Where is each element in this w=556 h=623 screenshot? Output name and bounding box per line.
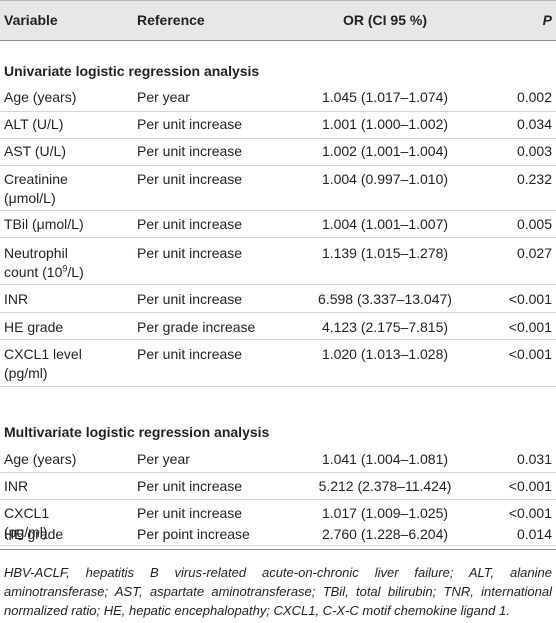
table-footnote: HBV-ACLF, hepatitis B virus-related acut… — [4, 565, 552, 618]
table-header — [0, 0, 556, 41]
table-row: INR Per unit increase 5.212 (2.378–11.42… — [0, 473, 556, 500]
cell-variable-line1: Creatinine — [4, 171, 68, 187]
cell-p: <0.001 — [508, 478, 552, 494]
table-row: CXCL1 level (pg/ml) Per unit increase 1.… — [0, 340, 556, 387]
table-bottom-rule — [0, 549, 556, 550]
cell-variable-line2: (μmol/L) — [4, 190, 56, 206]
cell-or: 6.598 (3.337–13.047) — [318, 291, 452, 307]
cell-variable: ALT (U/L) — [4, 116, 64, 132]
cell-p: 0.031 — [516, 451, 552, 467]
cell-p: <0.001 — [508, 505, 552, 521]
cell-or: 1.045 (1.017–1.074) — [321, 89, 449, 105]
cell-variable-line2: (pg/ml) — [4, 365, 48, 381]
cell-or: 1.004 (0.997–1.010) — [321, 171, 449, 187]
table-row: CXCL1 (pg/ml) Per unit increase 1.017 (1… — [0, 500, 556, 546]
cell-reference: Per unit increase — [137, 171, 243, 187]
header-p: P — [542, 12, 552, 28]
cell-or: 1.004 (1.001–1.007) — [321, 216, 449, 232]
section-title-multivariate: Multivariate logistic regression analysi… — [0, 422, 556, 444]
cell-variable-line1: CXCL1 — [4, 505, 50, 521]
cell-reference: Per grade increase — [137, 319, 256, 335]
cell-variable: Age (years) — [4, 89, 77, 105]
cell-p: 0.003 — [516, 143, 552, 159]
cell-reference: Per unit increase — [137, 478, 243, 494]
cell-or: 4.123 (2.175–7.815) — [321, 319, 449, 335]
cell-variable: INR — [4, 478, 29, 494]
cell-p: 0.014 — [516, 526, 552, 542]
table-row: AST (U/L) Per unit increase 1.002 (1.001… — [0, 139, 556, 166]
table-row: HE grade Per grade increase 4.123 (2.175… — [0, 313, 556, 340]
cell-p: 0.034 — [516, 116, 552, 132]
cell-variable: HE grade — [4, 526, 64, 542]
cell-or: 1.139 (1.015–1.278) — [321, 245, 449, 261]
cell-variable: TBil (μmol/L) — [4, 216, 84, 232]
cell-reference: Per unit increase — [137, 291, 243, 307]
cell-or: 1.041 (1.004–1.081) — [321, 451, 449, 467]
cell-variable-line1: CXCL1 level — [4, 346, 82, 362]
cell-p: <0.001 — [508, 291, 552, 307]
cell-reference: Per unit increase — [137, 216, 243, 232]
cell-or: 1.001 (1.000–1.002) — [321, 116, 449, 132]
section-title: Univariate logistic regression analysis — [4, 63, 260, 79]
cell-reference: Per year — [137, 89, 190, 105]
header-variable: Variable — [4, 12, 58, 28]
cell-or: 5.212 (2.378–11.424) — [318, 478, 452, 494]
header-row: Variable Reference OR (CI 95 %) P — [0, 0, 556, 41]
table-row: TBil (μmol/L) Per unit increase 1.004 (1… — [0, 211, 556, 238]
cell-p: <0.001 — [508, 346, 552, 362]
table-row: ALT (U/L) Per unit increase 1.001 (1.000… — [0, 112, 556, 139]
cell-variable-line2: count (109/L) — [4, 263, 84, 280]
cell-reference: Per unit increase — [137, 505, 243, 521]
cell-reference: Per point increase — [137, 526, 250, 542]
cell-or: 1.017 (1.009–1.025) — [321, 505, 449, 521]
table-row: HE grade Per point increase 2.760 (1.228… — [0, 520, 556, 549]
cell-variable: Age (years) — [4, 451, 77, 467]
cell-variable: INR — [4, 291, 29, 307]
table-row: Neutrophil count (109/L) Per unit increa… — [0, 238, 556, 285]
cell-p: 0.002 — [516, 89, 552, 105]
cell-p: 0.232 — [516, 171, 552, 187]
table-row: INR Per unit increase 6.598 (3.337–13.04… — [0, 285, 556, 313]
cell-reference: Per unit increase — [137, 346, 243, 362]
cell-or: 1.002 (1.001–1.004) — [321, 143, 449, 159]
header-or: OR (CI 95 %) — [342, 12, 427, 28]
cell-reference: Per unit increase — [137, 116, 243, 132]
table-row: Creatinine (μmol/L) Per unit increase 1.… — [0, 166, 556, 211]
cell-variable-line1: Neutrophil — [4, 245, 68, 261]
table-row: Age (years) Per year 1.045 (1.017–1.074)… — [0, 85, 556, 112]
cell-variable: AST (U/L) — [4, 143, 66, 159]
cell-p: 0.005 — [516, 216, 552, 232]
cell-reference: Per unit increase — [137, 143, 243, 159]
section-title: Multivariate logistic regression analysi… — [4, 424, 270, 440]
header-reference: Reference — [137, 12, 205, 28]
cell-p: <0.001 — [508, 319, 552, 335]
cell-or: 2.760 (1.228–6.204) — [321, 526, 449, 542]
cell-variable: HE grade — [4, 319, 64, 335]
cell-variable-line2: (pg/ml) — [4, 524, 48, 540]
table-row: Age (years) Per year 1.041 (1.004–1.081)… — [0, 446, 556, 473]
section-title-univariate: Univariate logistic regression analysis — [0, 61, 556, 83]
cell-or: 1.020 (1.013–1.028) — [321, 346, 449, 362]
cell-reference: Per unit increase — [137, 245, 243, 261]
cell-p: 0.027 — [516, 245, 552, 261]
cell-reference: Per year — [137, 451, 190, 467]
